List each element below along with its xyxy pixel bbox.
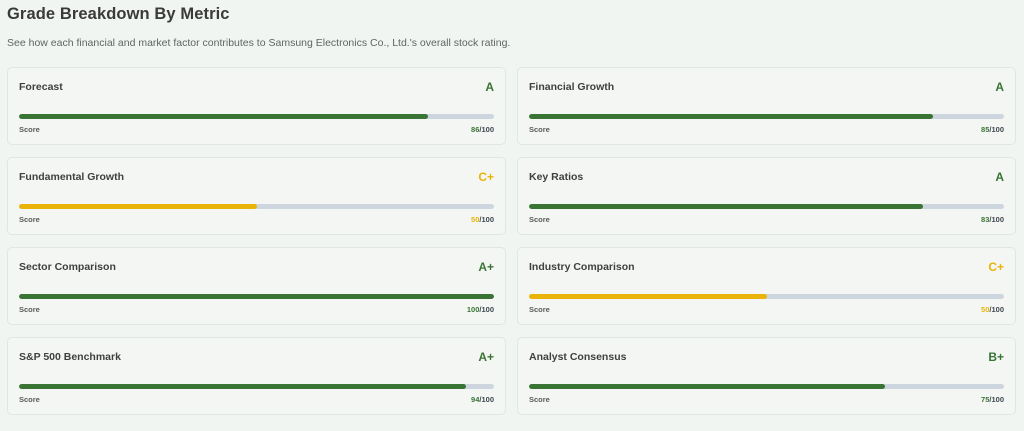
score-label: Score: [529, 395, 550, 404]
score-progress-bar: [19, 114, 494, 119]
score-value: 83/100: [981, 215, 1004, 224]
score-progress-fill: [19, 384, 466, 389]
score-number: 94: [471, 395, 480, 404]
score-progress-fill: [19, 204, 257, 209]
score-progress-fill: [529, 204, 924, 209]
section-subtitle: See how each financial and market factor…: [7, 37, 511, 49]
score-progress-bar: [19, 384, 494, 389]
metric-card-analyst-consensus: Analyst Consensus B+ Score 75/100: [517, 337, 1016, 415]
metric-label: Sector Comparison: [19, 261, 116, 273]
metric-card-financial-growth: Financial Growth A Score 85/100: [517, 67, 1016, 145]
score-label: Score: [19, 395, 40, 404]
metric-label: Financial Growth: [529, 81, 615, 93]
score-max: /100: [989, 395, 1004, 404]
grade-badge: C+: [478, 170, 494, 184]
score-number: 85: [981, 125, 990, 134]
score-progress-fill: [529, 294, 767, 299]
score-number: 50: [471, 215, 480, 224]
score-value: 50/100: [981, 305, 1004, 314]
metric-grid: Forecast A Score 86/100 Financial Growth…: [7, 67, 1016, 415]
score-progress-bar: [529, 114, 1004, 119]
grade-badge: A+: [478, 260, 494, 274]
score-max: /100: [479, 395, 494, 404]
score-max: /100: [479, 305, 494, 314]
metric-label: Fundamental Growth: [19, 171, 124, 183]
metric-label: S&P 500 Benchmark: [19, 351, 121, 363]
score-progress-fill: [529, 384, 886, 389]
score-value: 50/100: [471, 215, 494, 224]
score-number: 83: [981, 215, 990, 224]
score-number: 86: [471, 125, 480, 134]
score-label: Score: [529, 305, 550, 314]
metric-label: Key Ratios: [529, 171, 584, 183]
score-progress-bar: [19, 294, 494, 299]
score-max: /100: [479, 215, 494, 224]
score-label: Score: [529, 125, 550, 134]
score-value: 75/100: [981, 395, 1004, 404]
metric-card-forecast: Forecast A Score 86/100: [7, 67, 506, 145]
score-max: /100: [989, 125, 1004, 134]
score-max: /100: [479, 125, 494, 134]
grade-badge: A: [485, 80, 494, 94]
score-label: Score: [19, 305, 40, 314]
score-value: 85/100: [981, 125, 1004, 134]
score-max: /100: [989, 215, 1004, 224]
grade-badge: B+: [988, 350, 1004, 364]
metric-card-industry-comparison: Industry Comparison C+ Score 50/100: [517, 247, 1016, 325]
metric-label: Forecast: [19, 81, 63, 93]
score-max: /100: [989, 305, 1004, 314]
score-progress-bar: [529, 204, 1004, 209]
grade-badge: A: [995, 170, 1004, 184]
score-progress-bar: [19, 204, 494, 209]
metric-label: Industry Comparison: [529, 261, 635, 273]
score-progress-bar: [529, 384, 1004, 389]
metric-card-sp500-benchmark: S&P 500 Benchmark A+ Score 94/100: [7, 337, 506, 415]
score-progress-fill: [529, 114, 933, 119]
score-number: 100: [466, 305, 480, 314]
grade-badge: A: [995, 80, 1004, 94]
metric-card-sector-comparison: Sector Comparison A+ Score 100/100: [7, 247, 506, 325]
score-number: 50: [981, 305, 990, 314]
score-value: 86/100: [471, 125, 494, 134]
score-progress-fill: [19, 294, 494, 299]
score-value: 100/100: [467, 305, 494, 314]
metric-card-fundamental-growth: Fundamental Growth C+ Score 50/100: [7, 157, 506, 235]
grade-badge: A+: [478, 350, 494, 364]
metric-card-key-ratios: Key Ratios A Score 83/100: [517, 157, 1016, 235]
section-title: Grade Breakdown By Metric: [7, 5, 230, 23]
score-label: Score: [19, 125, 40, 134]
grade-badge: C+: [988, 260, 1004, 274]
score-progress-bar: [529, 294, 1004, 299]
score-number: 75: [981, 395, 990, 404]
score-label: Score: [19, 215, 40, 224]
score-value: 94/100: [471, 395, 494, 404]
score-progress-fill: [19, 114, 428, 119]
score-label: Score: [529, 215, 550, 224]
metric-label: Analyst Consensus: [529, 351, 627, 363]
